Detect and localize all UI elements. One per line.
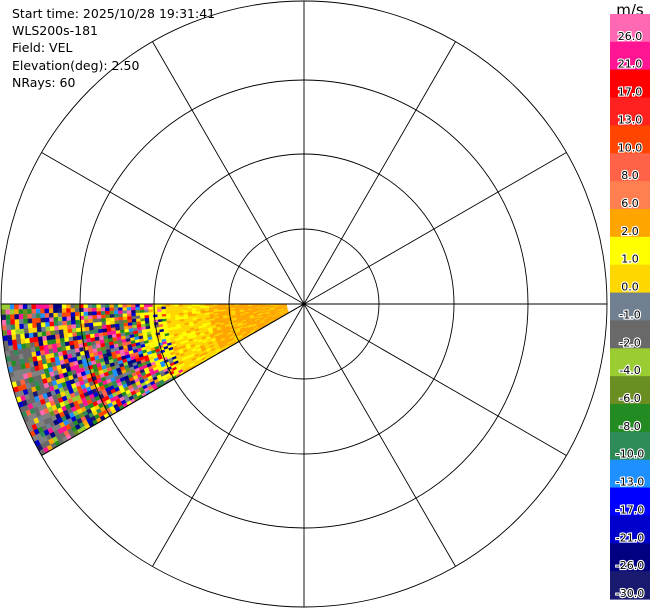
colorbar-swatch: [610, 543, 650, 572]
colorbar-swatch: [610, 97, 650, 127]
colorbar-tick-label: 1.0: [621, 253, 639, 266]
colorbar-swatch: [610, 376, 650, 405]
colorbar-swatch: [610, 348, 650, 377]
colorbar-tick-label: -21.0: [616, 531, 644, 544]
colorbar-tick-label: -17.0: [616, 503, 644, 516]
colorbar-tick-label: -2.0: [619, 336, 640, 349]
colorbar-tick-label: 10.0: [618, 141, 643, 154]
colorbar-tick-label: -30.0: [616, 587, 644, 600]
range-grid: [0, 0, 608, 608]
field-text: Field: VEL: [12, 40, 73, 56]
colorbar-tick-label: 8.0: [621, 169, 639, 182]
colorbar-tick-label: 26.0: [618, 30, 643, 43]
colorbar-swatch: [610, 404, 650, 433]
instrument-text: WLS200s-181: [12, 23, 98, 39]
azimuth-spoke: [152, 41, 456, 567]
colorbar-swatch: [610, 14, 650, 43]
colorbar-tick-label: -4.0: [619, 364, 640, 377]
colorbar-swatch: [610, 515, 650, 544]
colorbar-tick-label: -8.0: [619, 420, 640, 433]
velocity-sector: [0, 303, 305, 456]
colorbar-tick-label: -13.0: [616, 476, 644, 489]
colorbar-tick-label: 6.0: [621, 197, 639, 210]
elevation-text: Elevation(deg): 2.50: [12, 57, 140, 73]
colorbar-tick-label: -6.0: [619, 392, 640, 405]
colorbar-tick-label: 0.0: [621, 281, 639, 294]
colorbar-tick-label: -26.0: [616, 559, 644, 572]
colorbar-swatch: [610, 181, 650, 210]
colorbar-swatch: [610, 209, 650, 238]
colorbar-tick-label: 17.0: [618, 86, 643, 99]
ppi-plot: [0, 0, 608, 608]
start-time-text: Start time: 2025/10/28 19:31:41: [12, 6, 216, 21]
colorbar-swatch: [610, 431, 650, 461]
nrays-text: NRays: 60: [12, 74, 76, 90]
colorbar-swatch: [610, 236, 650, 266]
colorbar-swatch: [610, 320, 650, 349]
colorbar-swatch: [610, 292, 650, 322]
colorbar-swatch: [610, 487, 650, 517]
colorbar-swatch: [610, 125, 650, 154]
colorbar-swatch: [610, 153, 650, 182]
colorbar-swatch: [610, 41, 650, 71]
colorbar-tick-label: -1.0: [619, 308, 640, 321]
colorbar-tick-label: 21.0: [618, 58, 643, 71]
colorbar-swatch: [610, 69, 650, 99]
header-info: Start time: 2025/10/28 19:31:41 WLS200s-…: [12, 5, 215, 91]
colorbar-tick-label: 13.0: [618, 113, 643, 126]
colorbar-swatch: [610, 459, 650, 489]
colorbar-tick-label: 2.0: [621, 225, 639, 238]
colorbar-swatch: [610, 264, 650, 294]
colorbar-tick-label: -10.0: [616, 448, 644, 461]
colorbar-swatch: [610, 571, 650, 600]
